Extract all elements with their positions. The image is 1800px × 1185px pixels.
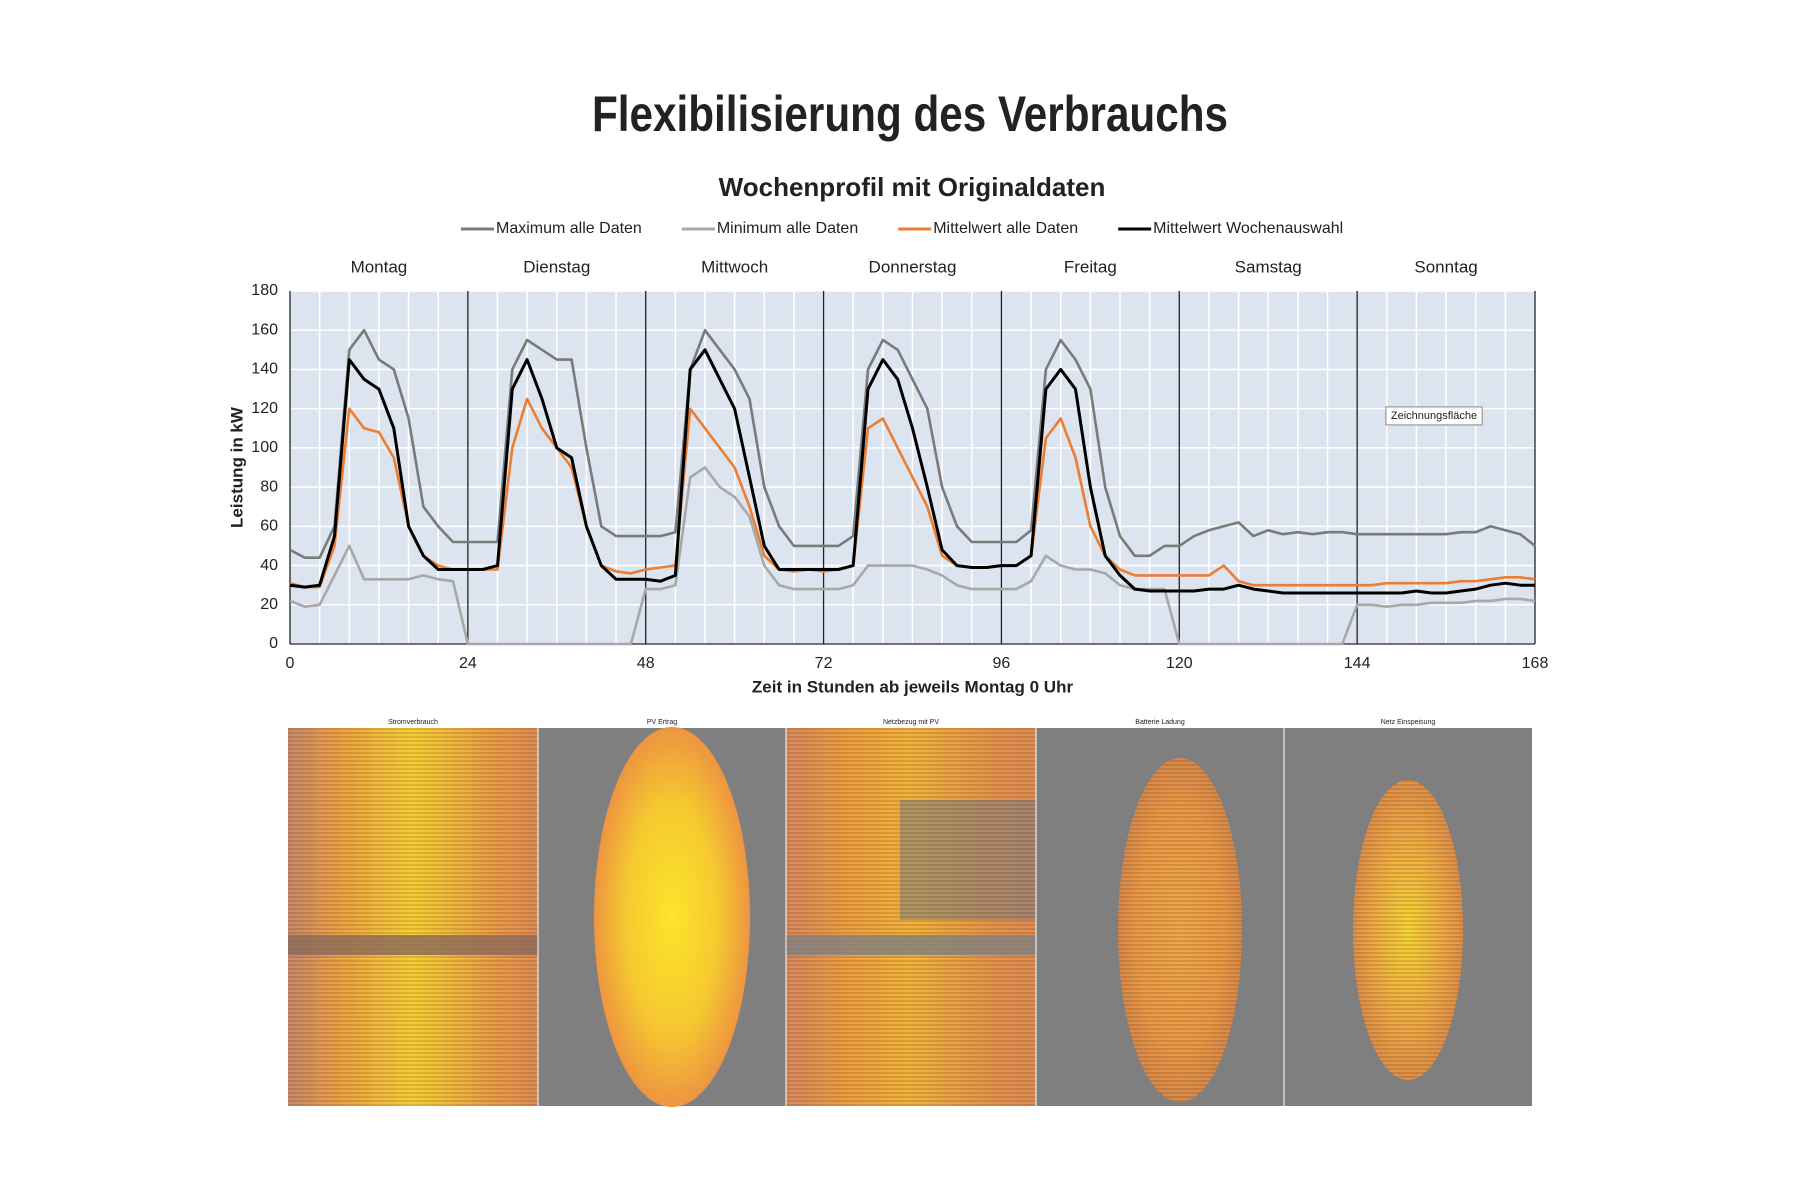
x-tick-label: 144 (1344, 655, 1371, 672)
series-line (289, 328, 1536, 559)
day-label: Mittwoch (701, 257, 768, 276)
heatmap-panel-title: Batterie Ladung (1135, 719, 1185, 726)
y-tick-label: 120 (251, 400, 278, 417)
y-tick-label: 160 (251, 321, 278, 338)
x-tick-label: 0 (286, 655, 295, 672)
y-tick-label: 60 (260, 518, 278, 535)
legend-label: Mittelwert alle Daten (933, 220, 1078, 237)
chart-title: Wochenprofil mit Originaldaten (719, 172, 1106, 202)
heatmap-texture (1118, 758, 1242, 1102)
y-tick-label: 80 (260, 478, 278, 495)
day-label: Freitag (1064, 257, 1117, 276)
plot: 0 20 40 60 80 100 120 140 160 180 0 24 48 72 96 120 144 1… (227, 220, 1548, 696)
x-tick-label: 24 (459, 655, 477, 672)
y-tick-label: 140 (251, 361, 278, 378)
x-axis-label: Zeit in Stunden ab jeweils Montag 0 Uhr (752, 677, 1074, 696)
y-tick-label: 180 (251, 282, 278, 299)
series-line (289, 348, 1535, 595)
legend-label: Maximum alle Daten (496, 220, 642, 237)
heatmap-panel-title: Netz Einspeisung (1381, 719, 1436, 726)
heatmap: Stromverbrauch PV Ertrag Netzbezug mit PV B… (288, 719, 1532, 1107)
heatmap-texture (288, 728, 538, 1106)
heatmap-panel-title: PV Ertrag (647, 719, 677, 726)
x-tick-label: 168 (1522, 655, 1549, 672)
day-label: Samstag (1235, 257, 1302, 276)
x-tick-label: 96 (993, 655, 1011, 672)
heatmap-panel-title: Netzbezug mit PV (883, 719, 939, 726)
day-label: Donnerstag (869, 257, 957, 276)
heatmap-panel-title: Stromverbrauch (388, 719, 438, 726)
heatmap-panel-fill (594, 727, 750, 1107)
heatmap-band (786, 935, 1036, 955)
page-title: Flexibilisierung des Verbrauchs (592, 86, 1228, 142)
y-tick-label: 0 (269, 635, 278, 652)
y-tick-label: 20 (260, 596, 278, 613)
series-line (289, 397, 1536, 589)
heatmap-texture (1353, 780, 1463, 1080)
x-tick-label: 72 (815, 655, 833, 672)
y-axis-label: Leistung in kW (227, 406, 246, 528)
annotation-box (1385, 406, 1483, 426)
legend-label: Mittelwert Wochenauswahl (1153, 220, 1343, 237)
day-label: Sonntag (1414, 257, 1477, 276)
heatmap-band (288, 935, 538, 955)
y-tick-label: 40 (260, 557, 278, 574)
series-line (289, 466, 1536, 646)
x-tick-label: 120 (1166, 655, 1193, 672)
legend-label: Minimum alle Daten (717, 220, 858, 237)
heatmap-texture (786, 728, 1036, 1106)
x-tick-label: 48 (637, 655, 655, 672)
day-label: Dienstag (523, 257, 590, 276)
y-tick-label: 100 (251, 439, 278, 456)
day-label: Montag (351, 257, 408, 276)
annotation: Zeichnungsfläche (1391, 410, 1477, 422)
